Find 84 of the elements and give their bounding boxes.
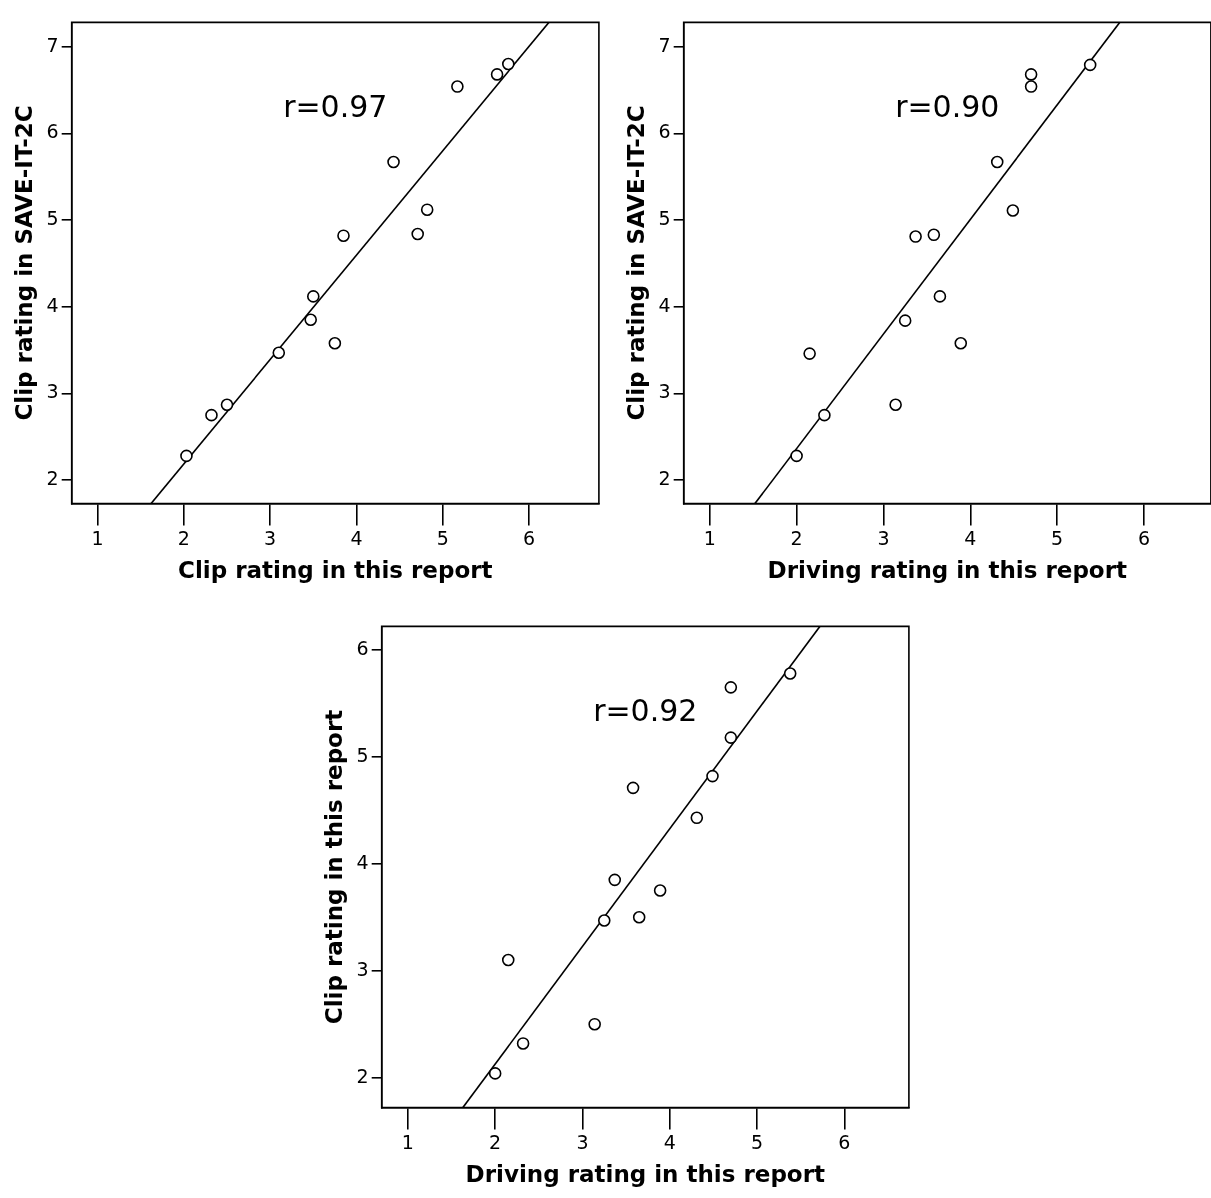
point bbox=[180, 449, 193, 463]
point bbox=[328, 336, 342, 350]
y-tick-label: 2 bbox=[356, 1064, 369, 1087]
point bbox=[490, 68, 504, 81]
point bbox=[898, 314, 912, 327]
point bbox=[690, 811, 704, 825]
y-axis-title: Clip rating in SAVE-IT-2C bbox=[10, 105, 37, 421]
point bbox=[927, 228, 941, 242]
point bbox=[783, 667, 797, 680]
y-tick-label: 3 bbox=[46, 380, 59, 403]
point bbox=[488, 1067, 502, 1080]
point bbox=[790, 449, 803, 463]
y-tick-label: 5 bbox=[356, 743, 369, 766]
point bbox=[608, 873, 622, 887]
x-tick-label: 3 bbox=[264, 526, 277, 549]
y-axis-title: Clip rating in this report bbox=[320, 709, 347, 1025]
point bbox=[304, 313, 317, 327]
point bbox=[411, 227, 424, 241]
x-tick-label: 2 bbox=[790, 526, 803, 549]
point bbox=[306, 290, 320, 303]
x-axis-title: Clip rating in this report bbox=[178, 557, 493, 584]
y-tick-label: 5 bbox=[658, 207, 671, 230]
point bbox=[420, 203, 434, 216]
point bbox=[220, 398, 234, 412]
annotation: r=0.97 bbox=[283, 88, 388, 124]
point bbox=[954, 336, 968, 350]
annotation: r=0.92 bbox=[593, 692, 698, 728]
point bbox=[933, 290, 947, 303]
point bbox=[387, 155, 400, 169]
x-tick-label: 5 bbox=[1051, 526, 1064, 549]
x-tick-label: 4 bbox=[964, 526, 977, 549]
x-tick-label: 6 bbox=[838, 1130, 851, 1153]
point bbox=[337, 229, 350, 242]
point bbox=[272, 346, 286, 360]
y-axis-title: Clip rating in SAVE-IT-2C bbox=[622, 105, 649, 421]
point bbox=[706, 769, 719, 783]
point bbox=[818, 408, 831, 422]
x-tick-label: 3 bbox=[877, 526, 890, 549]
annotation: r=0.90 bbox=[895, 88, 1000, 124]
point bbox=[597, 914, 611, 927]
point bbox=[909, 230, 922, 243]
x-tick-label: 6 bbox=[522, 526, 536, 549]
point bbox=[501, 953, 515, 967]
y-tick-label: 4 bbox=[46, 293, 59, 316]
x-tick-label: 3 bbox=[576, 1130, 589, 1153]
point bbox=[653, 884, 667, 897]
point bbox=[1024, 68, 1038, 81]
point bbox=[626, 781, 640, 795]
point bbox=[205, 408, 218, 422]
y-tick-label: 6 bbox=[46, 120, 59, 143]
y-tick-label: 5 bbox=[46, 207, 59, 230]
x-tick-label: 6 bbox=[1137, 526, 1151, 549]
x-axis-title: Driving rating in this report bbox=[465, 1161, 825, 1188]
x-axis-title: Driving rating in this report bbox=[767, 557, 1127, 584]
point bbox=[1024, 80, 1038, 93]
point bbox=[588, 1017, 601, 1031]
point bbox=[516, 1037, 530, 1050]
x-tick-label: 2 bbox=[177, 526, 190, 549]
y-tick-label: 2 bbox=[658, 467, 671, 490]
x-tick-label: 1 bbox=[91, 526, 104, 549]
y-tick-label: 7 bbox=[46, 33, 59, 56]
y-tick-label: 4 bbox=[658, 293, 671, 316]
y-tick-label: 6 bbox=[658, 120, 671, 143]
point bbox=[724, 681, 738, 694]
y-tick-label: 3 bbox=[356, 957, 369, 980]
y-tick-label: 4 bbox=[356, 850, 369, 873]
point bbox=[451, 80, 464, 93]
x-tick-label: 1 bbox=[401, 1130, 414, 1153]
point bbox=[1006, 204, 1020, 217]
x-tick-label: 5 bbox=[436, 526, 449, 549]
x-tick-label: 1 bbox=[703, 526, 716, 549]
x-tick-label: 5 bbox=[750, 1130, 764, 1153]
point bbox=[1083, 58, 1097, 72]
y-tick-label: 2 bbox=[46, 467, 59, 490]
y-tick-label: 7 bbox=[658, 33, 671, 56]
y-tick-label: 6 bbox=[356, 636, 369, 659]
point bbox=[724, 731, 738, 744]
point bbox=[803, 347, 816, 360]
point bbox=[632, 910, 646, 924]
point bbox=[889, 398, 902, 412]
point bbox=[502, 57, 515, 71]
y-tick-label: 3 bbox=[658, 380, 671, 403]
point bbox=[990, 155, 1004, 169]
x-tick-label: 2 bbox=[489, 1130, 502, 1153]
